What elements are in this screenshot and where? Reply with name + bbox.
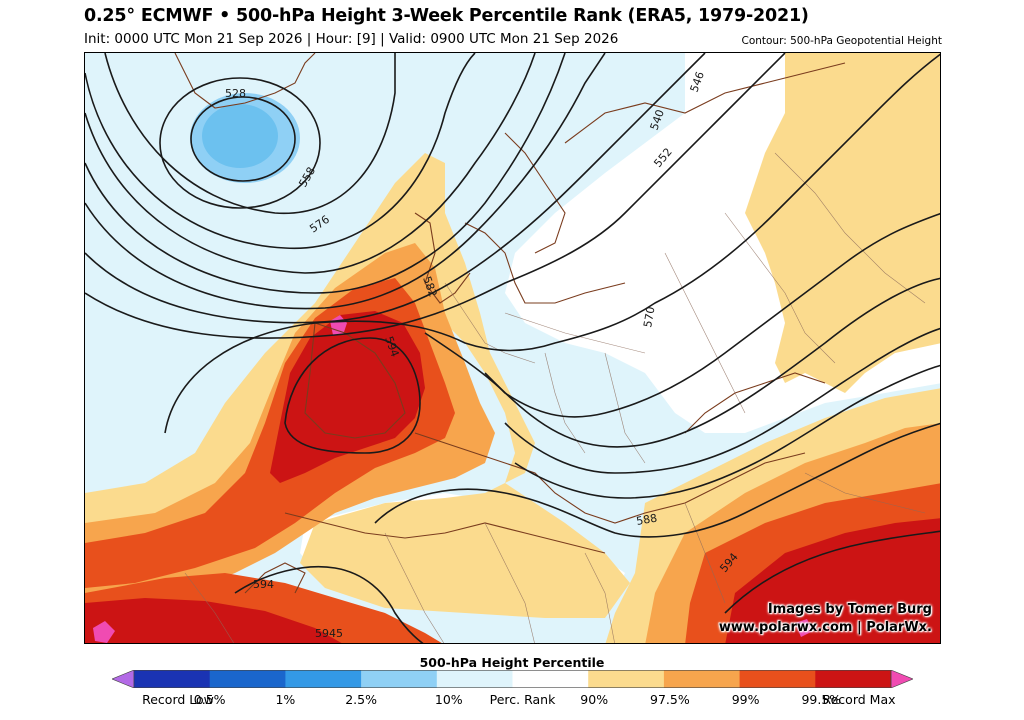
colorbar-segment [285, 670, 362, 688]
contour-note: Contour: 500-hPa Geopotential Height [741, 35, 942, 47]
colorbar-label: 99% [731, 692, 760, 707]
colorbar-segment [209, 670, 286, 688]
colorbar-segment [739, 670, 816, 688]
colorbar-segment [436, 670, 513, 688]
credit-website: www.polarwx.com | PolarWx. [718, 620, 932, 635]
height-contours [85, 53, 940, 643]
colorbar-segment [512, 670, 589, 688]
map-subtitle: Init: 0000 UTC Mon 21 Sep 2026 | Hour: [… [84, 31, 619, 47]
contour-label-588: 588 [635, 512, 658, 528]
colorbar [112, 670, 913, 688]
contour-label-570: 570 [641, 306, 657, 329]
colorbar-segment [815, 670, 892, 688]
colorbar-label: Record Max [822, 692, 896, 707]
p90-area-east [745, 53, 940, 393]
colorbar-label: Perc. Rank [489, 692, 556, 707]
colorbar-label: Record Low [142, 692, 214, 707]
colorbar-label: 10% [434, 692, 463, 707]
colorbar-segment-record-low [112, 670, 135, 688]
p99-5-area-africa [725, 518, 940, 643]
colorbar-title: 500-hPa Height Percentile [419, 655, 605, 670]
p99-5-area-southwest [85, 598, 342, 643]
contour-label-594-africa-west: 594 [253, 578, 274, 591]
colorbar-label: 97.5% [650, 692, 690, 707]
colorbar-label: 90% [580, 692, 609, 707]
map-panel: 528 558 576 582 594 546 540 552 570 588 … [84, 52, 941, 644]
colorbar-segment [361, 670, 438, 688]
credit-author: Images by Tomer Burg [767, 602, 932, 617]
contour-label-5945: 5945 [315, 627, 343, 640]
colorbar-label: 0.5% [193, 692, 226, 707]
colorbar-label: 99.5% [801, 692, 842, 707]
contour-label-528: 528 [225, 87, 246, 100]
colorbar-segment [588, 670, 665, 688]
colorbar-segment-record-max [890, 670, 913, 688]
borders [184, 152, 926, 643]
coastlines [174, 53, 846, 594]
p99-5-area-iberia [270, 311, 425, 483]
record-max-spot-africa [795, 619, 813, 637]
p2-5-area-greenland-low [202, 104, 278, 168]
map-title: 0.25° ECMWF • 500-hPa Height 3-Week Perc… [84, 6, 809, 26]
colorbar-segment [663, 670, 741, 688]
colorbar-label: 1% [275, 692, 296, 707]
colorbar-segment [134, 670, 211, 688]
colorbar-label: 2.5% [345, 692, 377, 707]
record-max-spot-southwest [93, 621, 115, 643]
colorbar-outline [133, 670, 892, 688]
map-canvas: 528 558 576 582 594 546 540 552 570 588 … [85, 53, 940, 643]
